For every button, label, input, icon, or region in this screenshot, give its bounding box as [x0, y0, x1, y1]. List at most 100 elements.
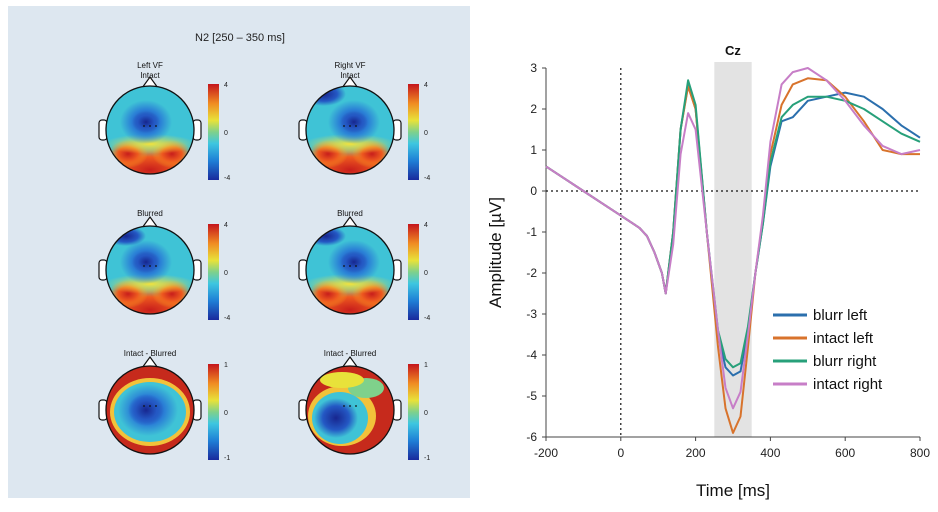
colorbar-tick-label: -4 — [224, 175, 230, 182]
colorbar — [408, 224, 419, 320]
electrode-dot — [355, 125, 357, 127]
legend-entry: intact left — [773, 330, 874, 347]
legend-entry: intact right — [773, 376, 883, 393]
map-label: Intact — [340, 71, 360, 80]
y-tick-label: -5 — [526, 389, 537, 403]
nose-outline — [341, 75, 359, 89]
topography-panel: N2 [250 – 350 ms] Left VF Intact 4 0 -4 Right… — [0, 0, 473, 507]
y-tick-label: 2 — [530, 102, 537, 116]
colorbar — [408, 364, 419, 460]
electrode-dot — [149, 125, 151, 127]
colorbar-tick-label: 0 — [224, 410, 228, 417]
nose-outline — [341, 215, 359, 229]
x-tick-label: 0 — [617, 446, 624, 460]
legend-entry: blurr left — [773, 307, 868, 324]
y-tick-label: 0 — [530, 184, 537, 198]
x-tick-label: -200 — [534, 446, 558, 460]
x-tick-label: 200 — [686, 446, 706, 460]
topography-map: Blurred 4 0 -4 — [98, 209, 230, 322]
colorbar — [208, 84, 219, 180]
n2-time-window — [714, 62, 752, 437]
electrode-dot — [155, 405, 157, 407]
colorbar-tick-label: 0 — [424, 130, 428, 137]
legend-label: intact right — [813, 376, 883, 393]
electrode-dot — [349, 405, 351, 407]
colorbar-tick-label: -4 — [424, 315, 430, 322]
colorbar-tick-label: 0 — [224, 130, 228, 137]
y-tick-label: -3 — [526, 307, 537, 321]
y-tick-label: -2 — [526, 266, 537, 280]
topography-map: Intact - Blurred 1 0 -1 — [98, 349, 230, 462]
y-tick-label: -1 — [526, 225, 537, 239]
legend-entry: blurr right — [773, 353, 877, 370]
map-label: Blurred — [137, 209, 163, 218]
nose-outline — [141, 215, 159, 229]
legend-label: blurr right — [813, 353, 877, 370]
x-tick-label: 400 — [760, 446, 780, 460]
electrode-dot — [155, 125, 157, 127]
colorbar-tick-label: 1 — [424, 362, 428, 369]
head-outline — [305, 365, 395, 455]
erp-chart-panel: 3 2 1 0 -1 -2 -3 -4 -5 -6 -200 0 200 400 600 800 Cz Time … — [473, 0, 938, 507]
colorbar-tick-label: 4 — [424, 82, 428, 89]
head-outline — [305, 225, 395, 315]
colorbar — [408, 84, 419, 180]
electrode-dot — [355, 405, 357, 407]
nose-outline — [341, 355, 359, 369]
topography-maps: N2 [250 – 350 ms] Left VFIntact40-4Right… — [98, 32, 430, 462]
electrode-dot — [355, 265, 357, 267]
colorbar-tick-label: 1 — [224, 362, 228, 369]
map-label: Intact — [140, 71, 160, 80]
x-axis-label: Time [ms] — [696, 481, 770, 500]
map-label: Left VF — [137, 61, 163, 70]
colorbar-tick-label: -1 — [224, 455, 230, 462]
head-outline — [105, 365, 195, 455]
head-outline — [105, 225, 195, 315]
x-tick-label: 800 — [910, 446, 930, 460]
electrode-dot — [155, 265, 157, 267]
y-tick-label: -6 — [526, 430, 537, 444]
nose-outline — [141, 75, 159, 89]
electrode-dot — [349, 265, 351, 267]
legend-label: intact left — [813, 330, 874, 347]
head-outline — [105, 85, 195, 175]
map-label: Intact - Blurred — [124, 349, 176, 358]
y-tick-label: 1 — [530, 143, 537, 157]
topography-title: N2 [250 – 350 ms] — [195, 32, 285, 44]
colorbar-tick-label: 4 — [224, 82, 228, 89]
electrode-dot — [349, 125, 351, 127]
x-tick-label: 600 — [835, 446, 855, 460]
head-outline — [305, 85, 395, 175]
colorbar-tick-label: 4 — [224, 222, 228, 229]
nose-outline — [141, 355, 159, 369]
chart-title: Cz — [725, 43, 741, 58]
legend-label: blurr left — [813, 307, 868, 324]
colorbar-tick-label: -4 — [224, 315, 230, 322]
erp-line-chart: 3 2 1 0 -1 -2 -3 -4 -5 -6 -200 0 200 400 600 800 Cz Time … — [486, 43, 930, 500]
y-tick-label: -4 — [526, 348, 537, 362]
colorbar-tick-label: 4 — [424, 222, 428, 229]
topography-map: Intact - Blurred 1 0 -1 — [298, 349, 430, 462]
colorbar-tick-label: -4 — [424, 175, 430, 182]
map-label: Intact - Blurred — [324, 349, 376, 358]
electrode-dot — [343, 125, 345, 127]
map-label: Blurred — [337, 209, 363, 218]
electrode-dot — [149, 405, 151, 407]
colorbar — [208, 224, 219, 320]
electrode-dot — [343, 265, 345, 267]
topography-map: Blurred 4 0 -4 — [298, 209, 430, 322]
electrode-dot — [143, 125, 145, 127]
series-line — [545, 67, 921, 410]
y-axis-label: Amplitude [µV] — [486, 197, 505, 308]
electrode-dot — [149, 265, 151, 267]
electrode-dot — [143, 265, 145, 267]
colorbar-tick-label: 0 — [224, 270, 228, 277]
colorbar-tick-label: 0 — [424, 410, 428, 417]
colorbar-tick-label: -1 — [424, 455, 430, 462]
colorbar — [208, 364, 219, 460]
map-label: Right VF — [334, 61, 365, 70]
y-tick-label: 3 — [530, 61, 537, 75]
electrode-dot — [143, 405, 145, 407]
